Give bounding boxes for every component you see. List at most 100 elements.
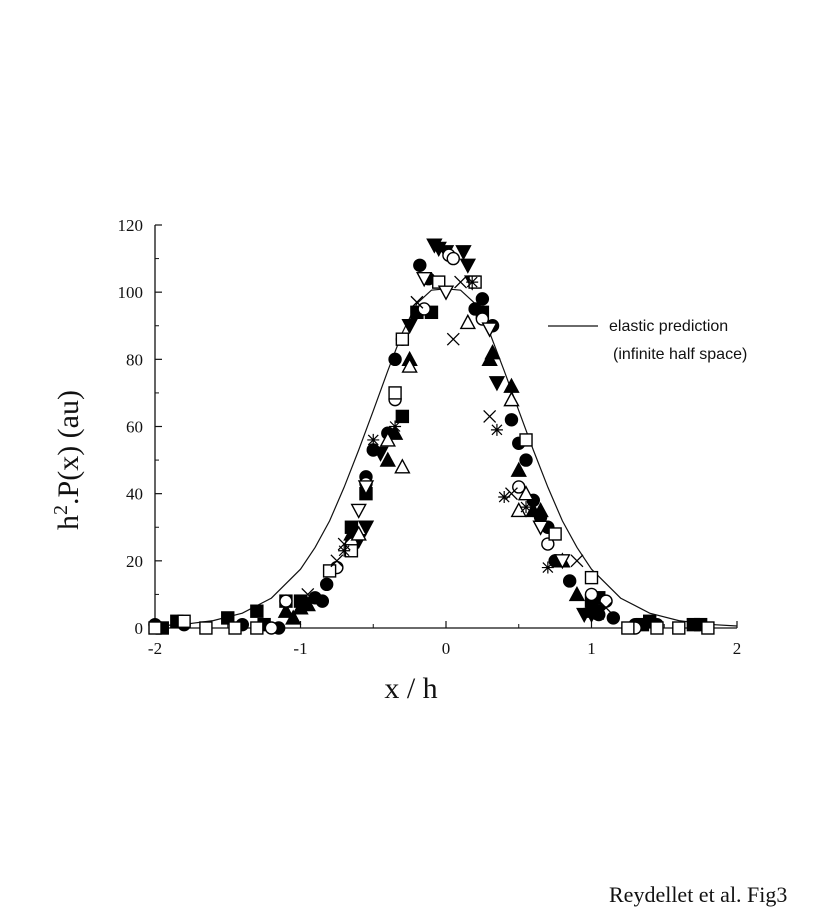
- data-point-triangle-down-filled: [459, 258, 476, 274]
- data-point-triangle-up-filled: [386, 424, 404, 440]
- data-point-triangle-up-filled: [484, 344, 501, 360]
- data-point-triangle-up-open: [350, 525, 367, 541]
- data-point-triangle-down-open: [437, 285, 455, 301]
- x-tick-label: 0: [442, 639, 451, 658]
- data-point-asterisk: [466, 276, 479, 289]
- data-point-cross: [454, 275, 468, 289]
- data-point-triangle-up-open: [394, 458, 411, 474]
- data-point-square-open: [322, 564, 337, 578]
- data-point-square-open: [621, 621, 635, 635]
- data-point-asterisk: [541, 561, 554, 574]
- y-tick-label: 120: [118, 216, 144, 235]
- x-tick-label: 1: [587, 639, 596, 658]
- data-point-cross: [570, 554, 584, 568]
- data-point-square-open: [395, 332, 410, 346]
- data-point-square-open: [584, 570, 599, 585]
- data-point-square-open: [650, 621, 664, 635]
- data-point-square-open: [228, 621, 242, 635]
- data-point-cross: [446, 332, 460, 346]
- data-point-asterisk: [389, 420, 402, 433]
- y-axis-title-prefix: h: [52, 515, 85, 530]
- data-point-square-open: [199, 621, 213, 635]
- data-point-circle-filled: [519, 453, 533, 467]
- data-point-circle-filled: [388, 352, 402, 367]
- y-axis-title-suffix: .P(x) (au): [52, 390, 85, 505]
- data-point-circle-filled: [475, 292, 490, 306]
- data-point-asterisk: [367, 433, 380, 446]
- data-point-square-open: [148, 621, 162, 635]
- data-point-triangle-up-open: [503, 391, 520, 407]
- data-point-square-open: [388, 386, 402, 400]
- curve-layer: [154, 288, 738, 627]
- data-point-circle-filled: [319, 577, 334, 592]
- data-point-triangle-up-filled: [510, 461, 527, 477]
- data-point-square-open: [250, 621, 264, 635]
- data-point-circle-filled: [562, 574, 577, 588]
- elastic-prediction-curve: [154, 288, 738, 627]
- data-point-square-open: [519, 433, 533, 447]
- data-point-triangle-up-filled: [532, 501, 549, 518]
- marker-layer: [148, 238, 715, 635]
- data-point-triangle-down-filled: [372, 446, 389, 462]
- data-point-circle-open: [264, 621, 279, 635]
- data-point-circle-open: [475, 312, 490, 326]
- data-point-circle-open: [599, 594, 613, 608]
- y-tick-label: 20: [126, 552, 143, 571]
- y-tick-label: 60: [126, 418, 143, 437]
- data-point-triangle-up-filled: [503, 377, 520, 393]
- data-point-circle-open: [541, 537, 555, 551]
- plot-panel: 0 20 40 60 80 100 120 -2 -1 0 1 2 elastic predictio…: [0, 170, 830, 755]
- data-point-asterisk: [490, 423, 503, 436]
- data-point-circle-filled: [504, 413, 519, 427]
- x-tick-label: -2: [148, 639, 162, 658]
- data-point-cross: [337, 537, 351, 551]
- data-point-circle-open: [584, 587, 599, 602]
- data-point-circle-open: [446, 251, 460, 266]
- x-tick-label: -1: [293, 639, 307, 658]
- data-point-square-open: [701, 621, 715, 635]
- y-tick-label: 80: [126, 350, 143, 369]
- data-point-triangle-up-open: [379, 431, 396, 447]
- data-point-circle-open: [279, 594, 293, 608]
- data-point-triangle-up-filled: [277, 602, 295, 618]
- data-point-square-filled: [221, 611, 235, 625]
- data-point-asterisk: [592, 608, 605, 621]
- data-point-square-filled: [395, 409, 410, 424]
- data-point-triangle-up-open: [510, 501, 527, 518]
- data-point-asterisk: [338, 544, 351, 557]
- data-point-triangle-down-open: [554, 554, 571, 570]
- x-axis-title: x / h: [384, 672, 437, 705]
- data-point-cross: [410, 295, 424, 309]
- data-point-triangle-down-open: [532, 520, 549, 536]
- data-point-triangle-down-open: [350, 503, 367, 519]
- y-tick-label: 100: [118, 283, 144, 302]
- data-point-square-filled: [250, 604, 264, 618]
- data-point-triangle-up-open: [459, 313, 476, 330]
- data-point-square-open: [672, 621, 686, 635]
- data-point-asterisk: [520, 501, 533, 514]
- data-point-square-open: [432, 275, 446, 289]
- data-point-triangle-up-filled: [568, 585, 586, 602]
- data-point-cross: [330, 554, 344, 568]
- y-tick-label: 0: [135, 619, 144, 638]
- x-tick-label: 2: [733, 639, 742, 658]
- data-point-triangle-down-filled: [488, 376, 506, 392]
- data-point-triangle-up-filled: [299, 596, 316, 612]
- y-axis-title-superscript: 2: [50, 505, 72, 515]
- data-point-asterisk: [498, 491, 511, 504]
- data-point-cross: [505, 487, 518, 501]
- data-point-square-open: [548, 527, 562, 541]
- y-tick-label: 40: [126, 485, 143, 504]
- legend-label-note: (infinite half space): [613, 346, 747, 363]
- data-point-circle-filled: [315, 594, 330, 608]
- figure-caption: Reydellet et al. Fig3: [609, 882, 788, 907]
- y-axis-title: h2.P(x) (au): [50, 390, 85, 530]
- chart: 0 20 40 60 80 100 120 -2 -1 0 1 2 elastic predictio…: [50, 216, 747, 705]
- data-point-square-open: [177, 614, 191, 628]
- data-point-cross: [301, 587, 315, 601]
- data-point-triangle-down-open: [481, 322, 498, 338]
- data-point-triangle-down-filled: [357, 520, 375, 536]
- data-point-circle-filled: [413, 258, 427, 273]
- data-point-triangle-up-open: [401, 357, 418, 373]
- data-point-triangle-down-open: [416, 272, 433, 288]
